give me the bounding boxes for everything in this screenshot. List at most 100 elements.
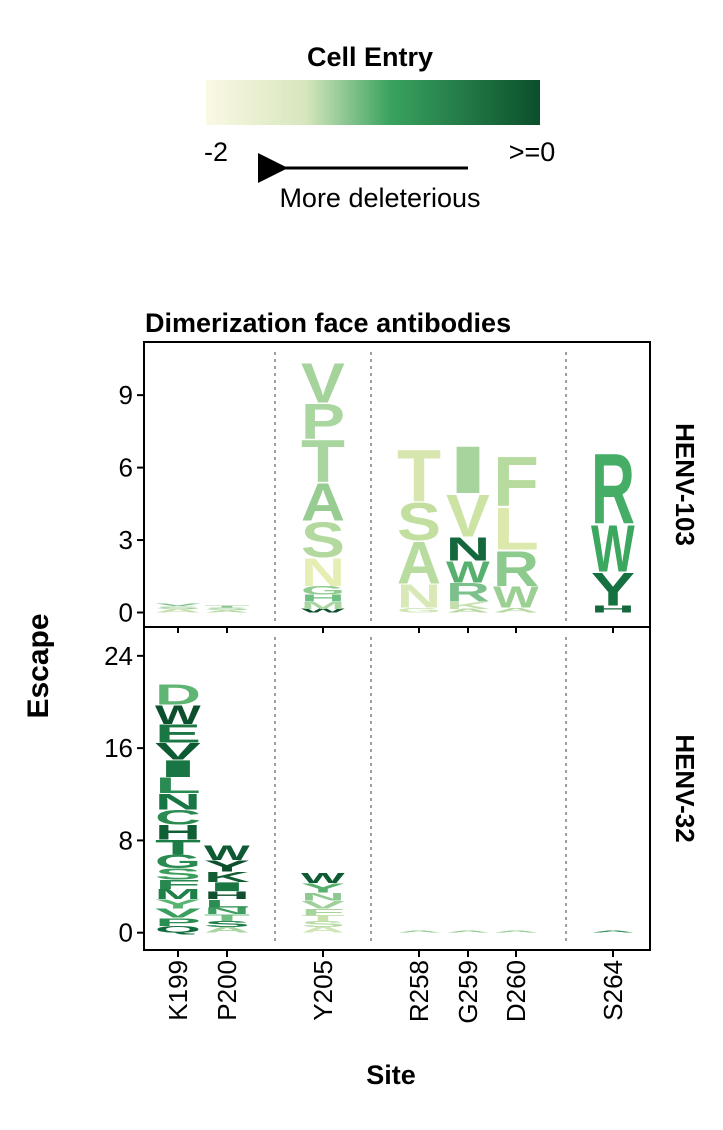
logo-letter: W xyxy=(493,580,540,614)
logo-letter: S xyxy=(204,920,250,929)
logo-letter: K xyxy=(204,869,250,885)
logo-letter: L xyxy=(155,773,201,798)
logo-letter: G xyxy=(155,851,201,872)
logo-letter: V xyxy=(301,351,345,415)
logo-letter: R xyxy=(591,432,635,545)
logo-letter: W xyxy=(591,512,635,586)
logo-letter: L xyxy=(493,496,539,563)
logo-letter: G xyxy=(397,607,441,614)
logo-letter: N xyxy=(301,890,345,903)
colorbar-min-label: -2 xyxy=(204,137,228,167)
logo-letter: W xyxy=(301,608,346,614)
logo-letter: T xyxy=(301,428,345,495)
logo-letter: R xyxy=(446,577,490,607)
logo-letter: I xyxy=(155,755,201,782)
logo-letter: A xyxy=(446,608,490,614)
logo-letter: S xyxy=(301,920,345,929)
logo-letter: A xyxy=(155,608,201,614)
logo-letter: W xyxy=(446,556,490,589)
logo-letter: E xyxy=(155,720,201,749)
y-tick-label: 3 xyxy=(119,525,133,555)
logo-letter: W xyxy=(204,841,251,864)
logo-letter: V xyxy=(155,738,201,765)
logo-letter: V xyxy=(155,602,202,606)
logo-letter: A xyxy=(204,925,250,934)
legend-title: Cell Entry xyxy=(307,42,433,72)
y-tick-label: 0 xyxy=(119,918,133,948)
y-tick-label: 9 xyxy=(119,380,133,410)
logo-letter: A xyxy=(493,931,539,934)
logo-letter: P xyxy=(155,916,201,928)
logo-letter: H xyxy=(155,821,201,844)
logo-letter: C xyxy=(155,806,201,829)
logo-letter: N xyxy=(301,549,345,594)
panel-label: HENV-103 xyxy=(670,423,700,546)
logo-letter: R xyxy=(493,541,539,597)
legend: Cell Entry -2 >=0 More deleterious xyxy=(204,42,555,213)
logo-letter: A xyxy=(301,473,345,533)
logo-letter: I xyxy=(204,880,250,894)
logo-letter: H xyxy=(591,604,635,615)
arrow-label: More deleterious xyxy=(279,183,480,213)
logo-letter: T xyxy=(204,913,250,924)
logo-letter: F xyxy=(301,907,345,918)
logo-letter: Q xyxy=(155,924,201,935)
logo-letter: A xyxy=(204,609,250,613)
logo-letter: F xyxy=(493,443,539,521)
colorbar xyxy=(206,80,540,125)
x-tick-label: P200 xyxy=(212,960,242,1021)
x-tick-label: R258 xyxy=(404,960,434,1022)
logo-letter: M xyxy=(155,886,201,902)
logo-letter: G xyxy=(301,584,345,597)
logo-letter: T xyxy=(204,605,250,608)
logo-letter: A xyxy=(493,606,539,614)
x-tick-label: K199 xyxy=(163,960,193,1021)
y-tick-label: 0 xyxy=(119,598,133,628)
logo-letter: P xyxy=(301,394,345,450)
logo-letter: S xyxy=(155,605,201,609)
panel-label: HENV-32 xyxy=(670,734,700,842)
logo-letter: K xyxy=(446,600,491,611)
panel-henv-103: 0369HENV-103ASVASTWMHGNSATPVGNASTAKRWNVI… xyxy=(119,341,700,633)
colorbar-max-label: >=0 xyxy=(509,137,556,167)
panel-henv-32: 081624HENV-32QPVYMFSGTHCNLIVEWDASTNLHIKY… xyxy=(104,626,700,957)
logo-letter: D xyxy=(155,679,201,711)
logo-letter: N xyxy=(204,906,250,917)
logo-letter: W xyxy=(155,700,202,731)
logo-letter: N xyxy=(446,531,490,569)
logo-letter: T xyxy=(301,914,345,923)
chart-title: Dimerization face antibodies xyxy=(145,308,511,338)
y-tick-label: 24 xyxy=(104,641,133,671)
x-axis-title: Site xyxy=(366,1060,416,1090)
logo-letter: V xyxy=(155,906,201,920)
logo-letter: V xyxy=(446,483,490,550)
y-axis-title: Escape xyxy=(22,613,55,718)
logo-letter: F xyxy=(155,877,201,891)
logo-letter: S xyxy=(204,607,250,611)
logo-letter: Y xyxy=(204,857,250,875)
logo-letter: I xyxy=(446,432,490,507)
panel-frame xyxy=(143,626,651,951)
logo-letter: W xyxy=(301,870,346,886)
x-tick-label: G259 xyxy=(453,960,483,1024)
x-tick-label: Y205 xyxy=(308,960,338,1021)
y-tick-label: 8 xyxy=(119,825,133,855)
logo-letter: T xyxy=(397,436,441,518)
logo-letter: N xyxy=(155,790,201,815)
y-tick-label: 6 xyxy=(119,453,133,483)
logo-letter: A xyxy=(301,926,345,935)
panels: 0369HENV-103ASVASTWMHGNSATPVGNASTAKRWNVI… xyxy=(104,341,700,957)
logo-letter: A xyxy=(397,529,441,597)
logo-letter: Y xyxy=(155,897,201,911)
logo-letter: A xyxy=(397,931,441,934)
logo-letter: M xyxy=(301,600,345,611)
logo-letter: V xyxy=(301,898,346,911)
logo-letter: H xyxy=(301,593,345,604)
logo-letter: S xyxy=(155,865,201,883)
logo-letter: A xyxy=(591,931,635,934)
logo-letter: S xyxy=(397,492,441,552)
y-tick-label: 16 xyxy=(104,733,133,763)
x-tick-label: D260 xyxy=(501,960,531,1022)
logo-letter: L xyxy=(204,897,250,910)
